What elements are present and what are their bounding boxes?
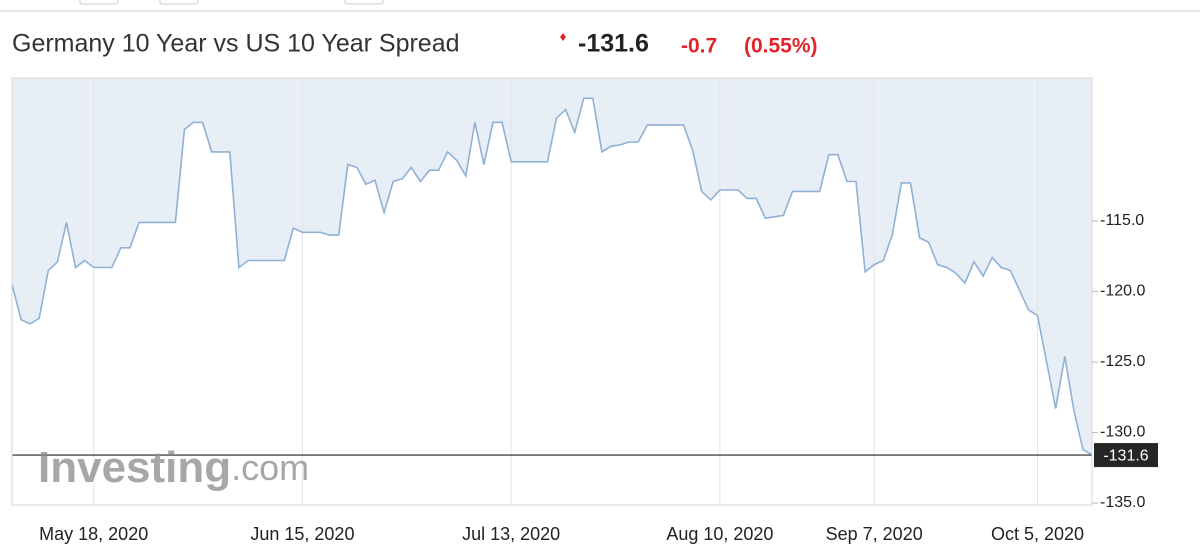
y-tick-label: -120.0 <box>1100 283 1145 300</box>
chart-title: Germany 10 Year vs US 10 Year Spread <box>12 30 460 58</box>
toolbar-button[interactable] <box>159 0 199 5</box>
x-tick-label: Oct 5, 2020 <box>991 524 1084 544</box>
watermark-name: Investing <box>38 443 231 492</box>
x-tick-label: May 18, 2020 <box>39 524 148 544</box>
change: -0.7 <box>681 35 717 58</box>
x-tick-label: Aug 10, 2020 <box>666 524 773 544</box>
watermark: Investing.com <box>38 443 309 492</box>
line <box>11 97 1093 456</box>
last-value-label: -131.6 <box>1103 447 1148 464</box>
area-above <box>12 78 1092 456</box>
x-tick-label: Sep 7, 2020 <box>826 524 923 544</box>
price: -131.6 <box>578 30 649 58</box>
y-tick-label: -125.0 <box>1100 353 1145 370</box>
last-value-box <box>1094 443 1158 468</box>
x-tick-label: Jun 15, 2020 <box>250 524 354 544</box>
y-tick-label: -135.0 <box>1100 494 1145 511</box>
toolbar-button[interactable] <box>79 0 119 5</box>
down-marker <box>560 33 566 41</box>
x-tick-label: Jul 13, 2020 <box>462 524 560 544</box>
watermark-domain: .com <box>231 447 309 488</box>
y-tick-label: -115.0 <box>1100 212 1144 229</box>
y-tick-label: -130.0 <box>1100 424 1145 441</box>
change-percent: (0.55%) <box>744 35 818 58</box>
toolbar-button[interactable] <box>344 0 384 5</box>
